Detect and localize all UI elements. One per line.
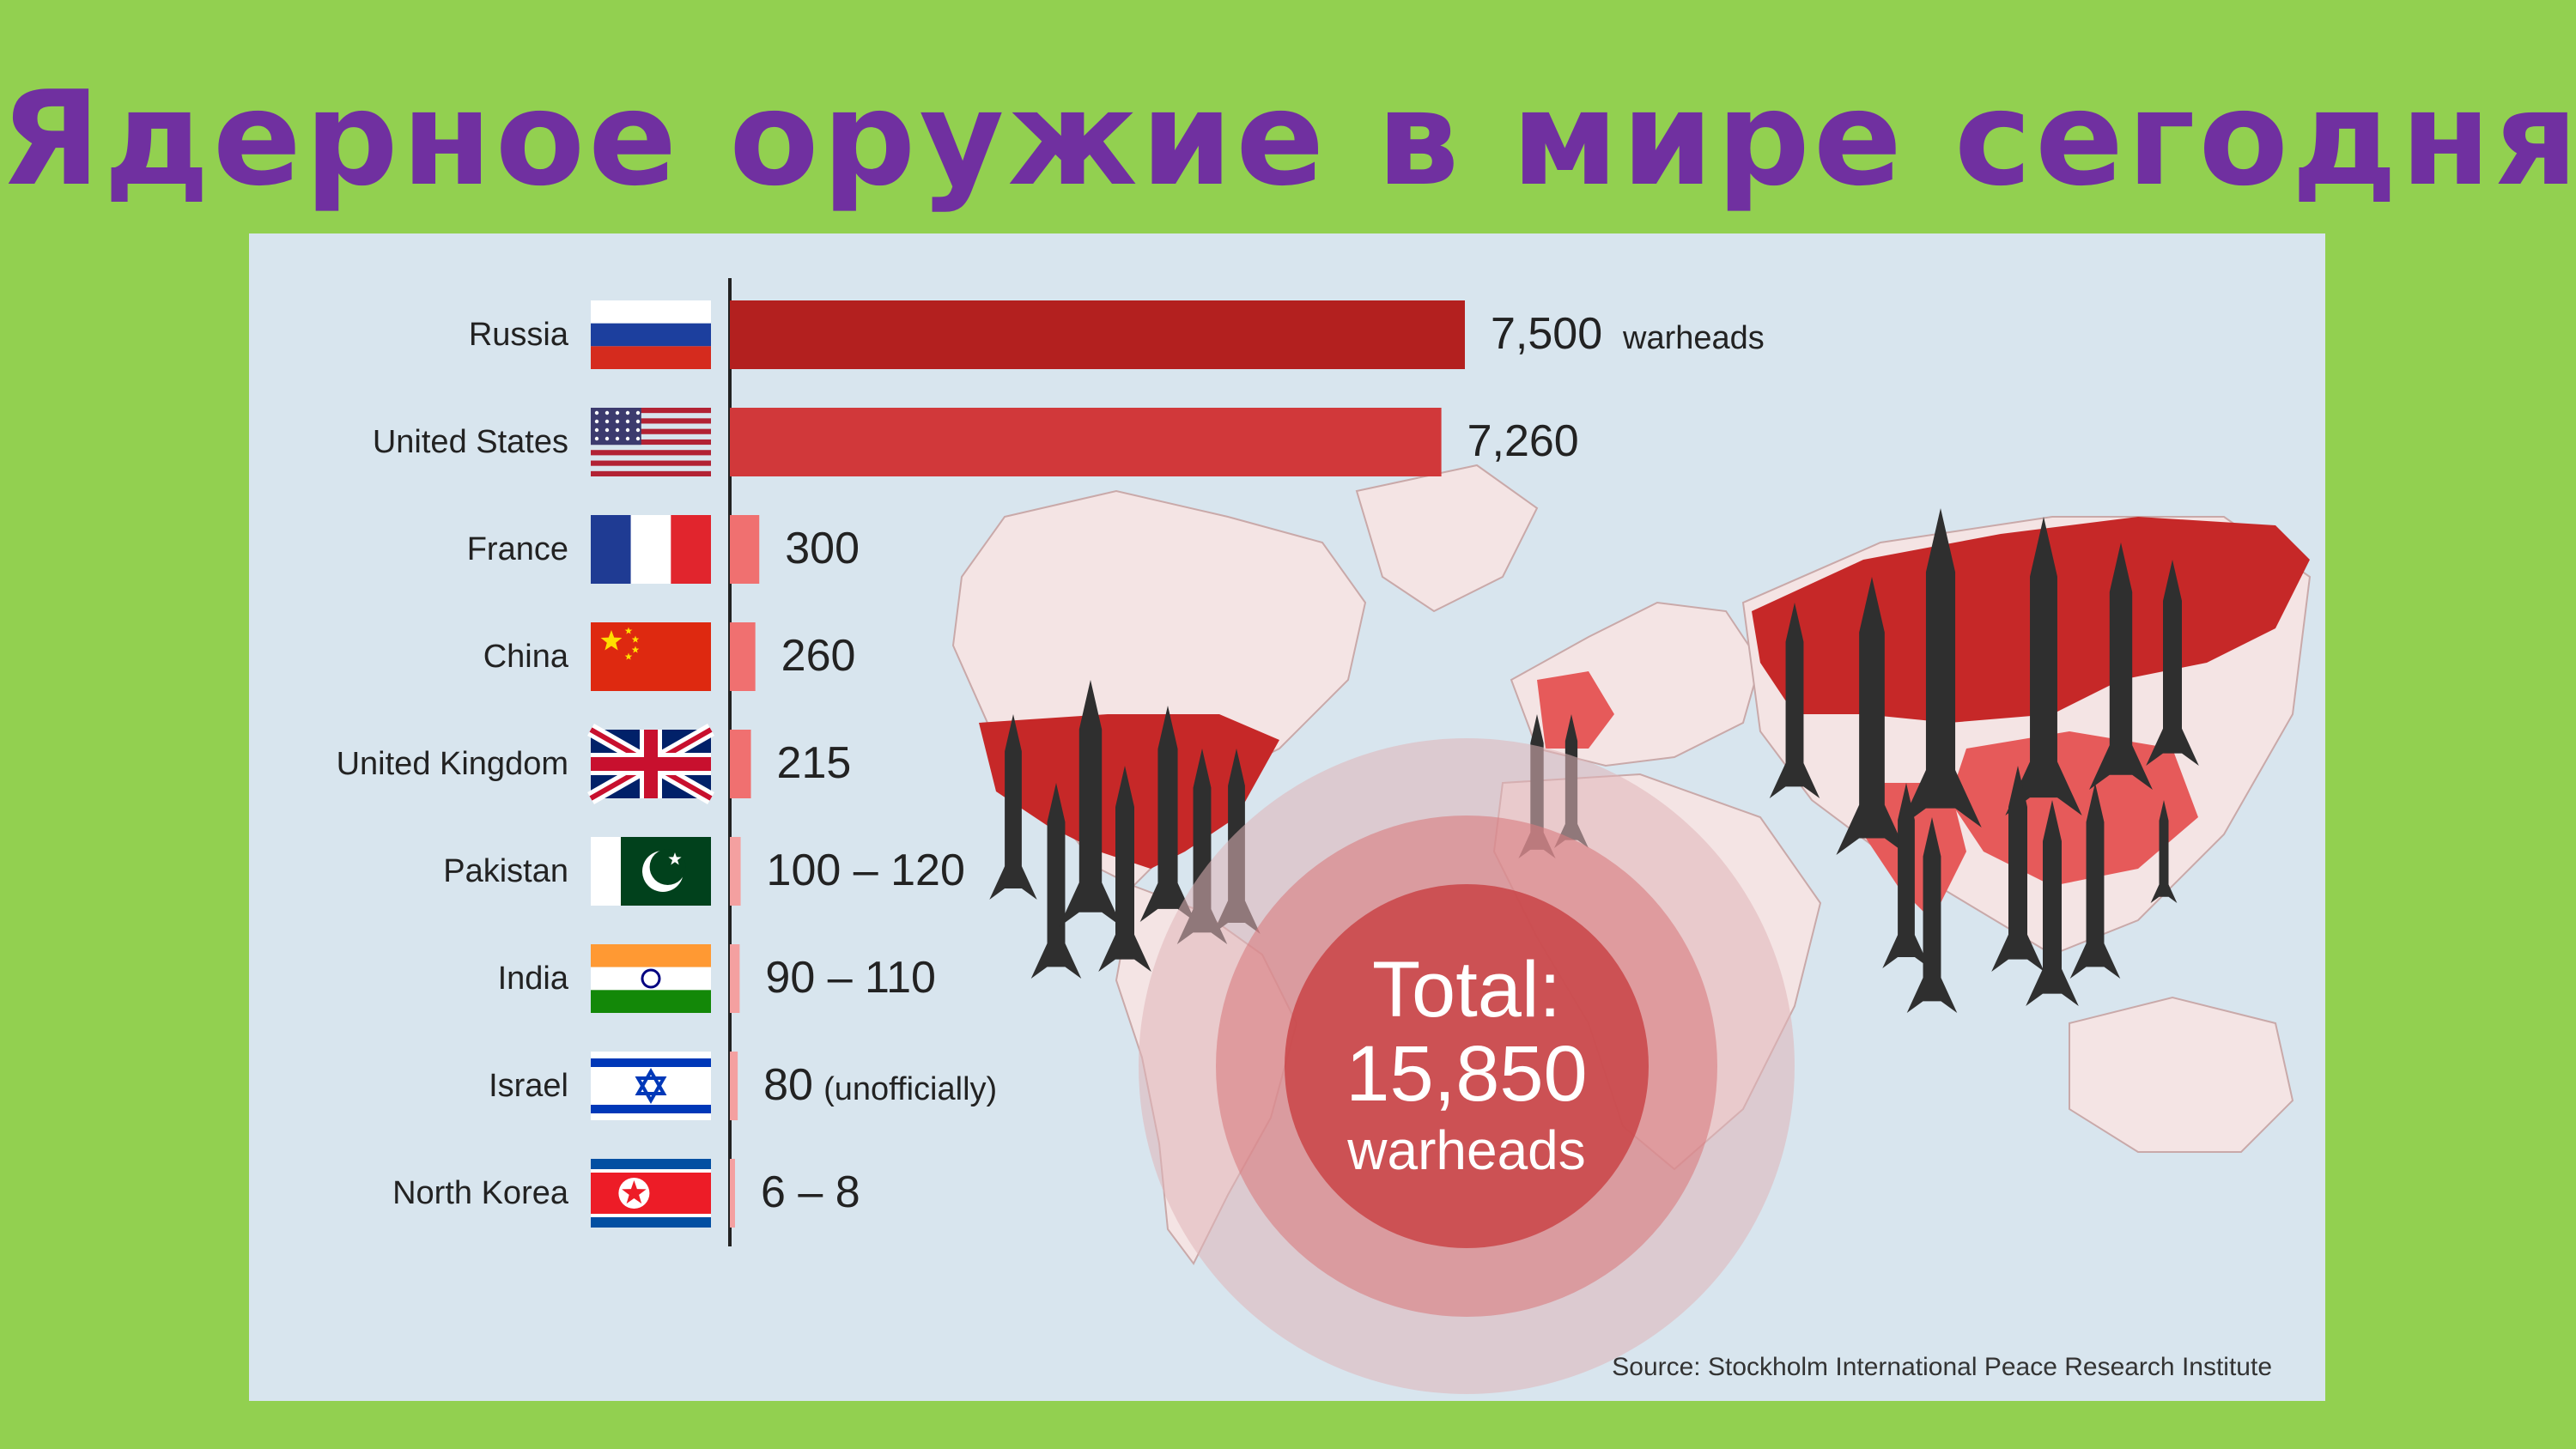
value-note: warheads <box>1622 320 1765 356</box>
value-label: 90 – 110 <box>765 953 936 1003</box>
missile-icon <box>1030 783 1082 979</box>
country-label: North Korea <box>392 1175 569 1211</box>
country-label: Pakistan <box>443 853 568 889</box>
bar <box>730 408 1442 476</box>
pakistan-flag <box>591 837 711 906</box>
china-flag <box>591 622 711 691</box>
india-flag <box>591 944 711 1013</box>
missile-icon <box>2089 543 2153 790</box>
total-bubble: Total: 15,850 warheads <box>1139 738 1795 1394</box>
bar <box>730 837 741 906</box>
missile-icon <box>1906 817 1958 1013</box>
bar <box>730 1052 738 1120</box>
total-value: 15,850 <box>1346 1030 1587 1118</box>
total-label: Total: <box>1372 946 1561 1034</box>
russia-flag <box>591 300 711 369</box>
usa-flag <box>591 408 711 476</box>
missile-icon <box>1991 766 2044 972</box>
missile-icon <box>1139 706 1196 922</box>
value-label: 100 – 120 <box>767 846 965 895</box>
country-label: United States <box>373 424 568 460</box>
country-label: United Kingdom <box>337 746 568 782</box>
map-australia <box>2069 996 2294 1153</box>
value-label: 215 <box>777 738 852 788</box>
country-label: India <box>498 961 569 997</box>
missile-icon <box>1882 783 1930 968</box>
uk-flag <box>587 724 714 804</box>
map-france-uk-highlight <box>1537 671 1614 749</box>
israel-flag <box>591 1052 711 1120</box>
value-label: 260 <box>781 631 856 681</box>
missile-icon <box>1769 603 1820 798</box>
bar <box>730 1159 735 1228</box>
missile-icon <box>1836 577 1908 855</box>
missile-icon <box>2146 560 2199 766</box>
country-label: Russia <box>469 317 569 353</box>
value-label: 6 – 8 <box>761 1167 860 1217</box>
infographic-chart: Total: 15,850 warheads Russia 7,500 warhea… <box>337 278 2312 1394</box>
chart-panel: Total: 15,850 warheads Russia 7,500 warhea… <box>249 233 2325 1401</box>
bar <box>730 622 756 691</box>
bar <box>730 944 740 1013</box>
missile-icon <box>2026 800 2079 1006</box>
missile-icon <box>1098 766 1151 972</box>
france-flag <box>591 515 711 584</box>
missile-icon <box>1176 749 1228 944</box>
north-korea-flag <box>591 1159 711 1228</box>
value-label: 7,500 <box>1491 309 1602 359</box>
missile-icon <box>2069 783 2121 979</box>
country-label: Israel <box>489 1068 568 1104</box>
missile-icon <box>2150 800 2178 903</box>
country-label: France <box>467 531 568 567</box>
page-title: Ядерное оружие в мире сегодня <box>0 63 2576 215</box>
map-greenland <box>1355 464 1539 613</box>
value-note: (unofficially) <box>823 1071 997 1107</box>
value-label: 300 <box>785 524 860 573</box>
bar <box>730 730 751 798</box>
missile-icon <box>989 714 1037 900</box>
value-label: 80 <box>763 1060 813 1110</box>
bar-rows: Russia 7,500 warheads United States 7,260 Fra… <box>337 300 1765 1228</box>
missiles-group <box>989 508 2199 1013</box>
missile-icon <box>2005 517 2082 815</box>
bar <box>730 300 1465 369</box>
total-unit: warheads <box>1346 1119 1586 1181</box>
bar <box>730 515 760 584</box>
source-note: Source: Stockholm International Peace Re… <box>1612 1353 2272 1381</box>
country-label: China <box>483 639 569 675</box>
value-label: 7,260 <box>1467 416 1579 466</box>
missile-icon <box>1899 508 1982 828</box>
missile-icon <box>1059 680 1122 927</box>
